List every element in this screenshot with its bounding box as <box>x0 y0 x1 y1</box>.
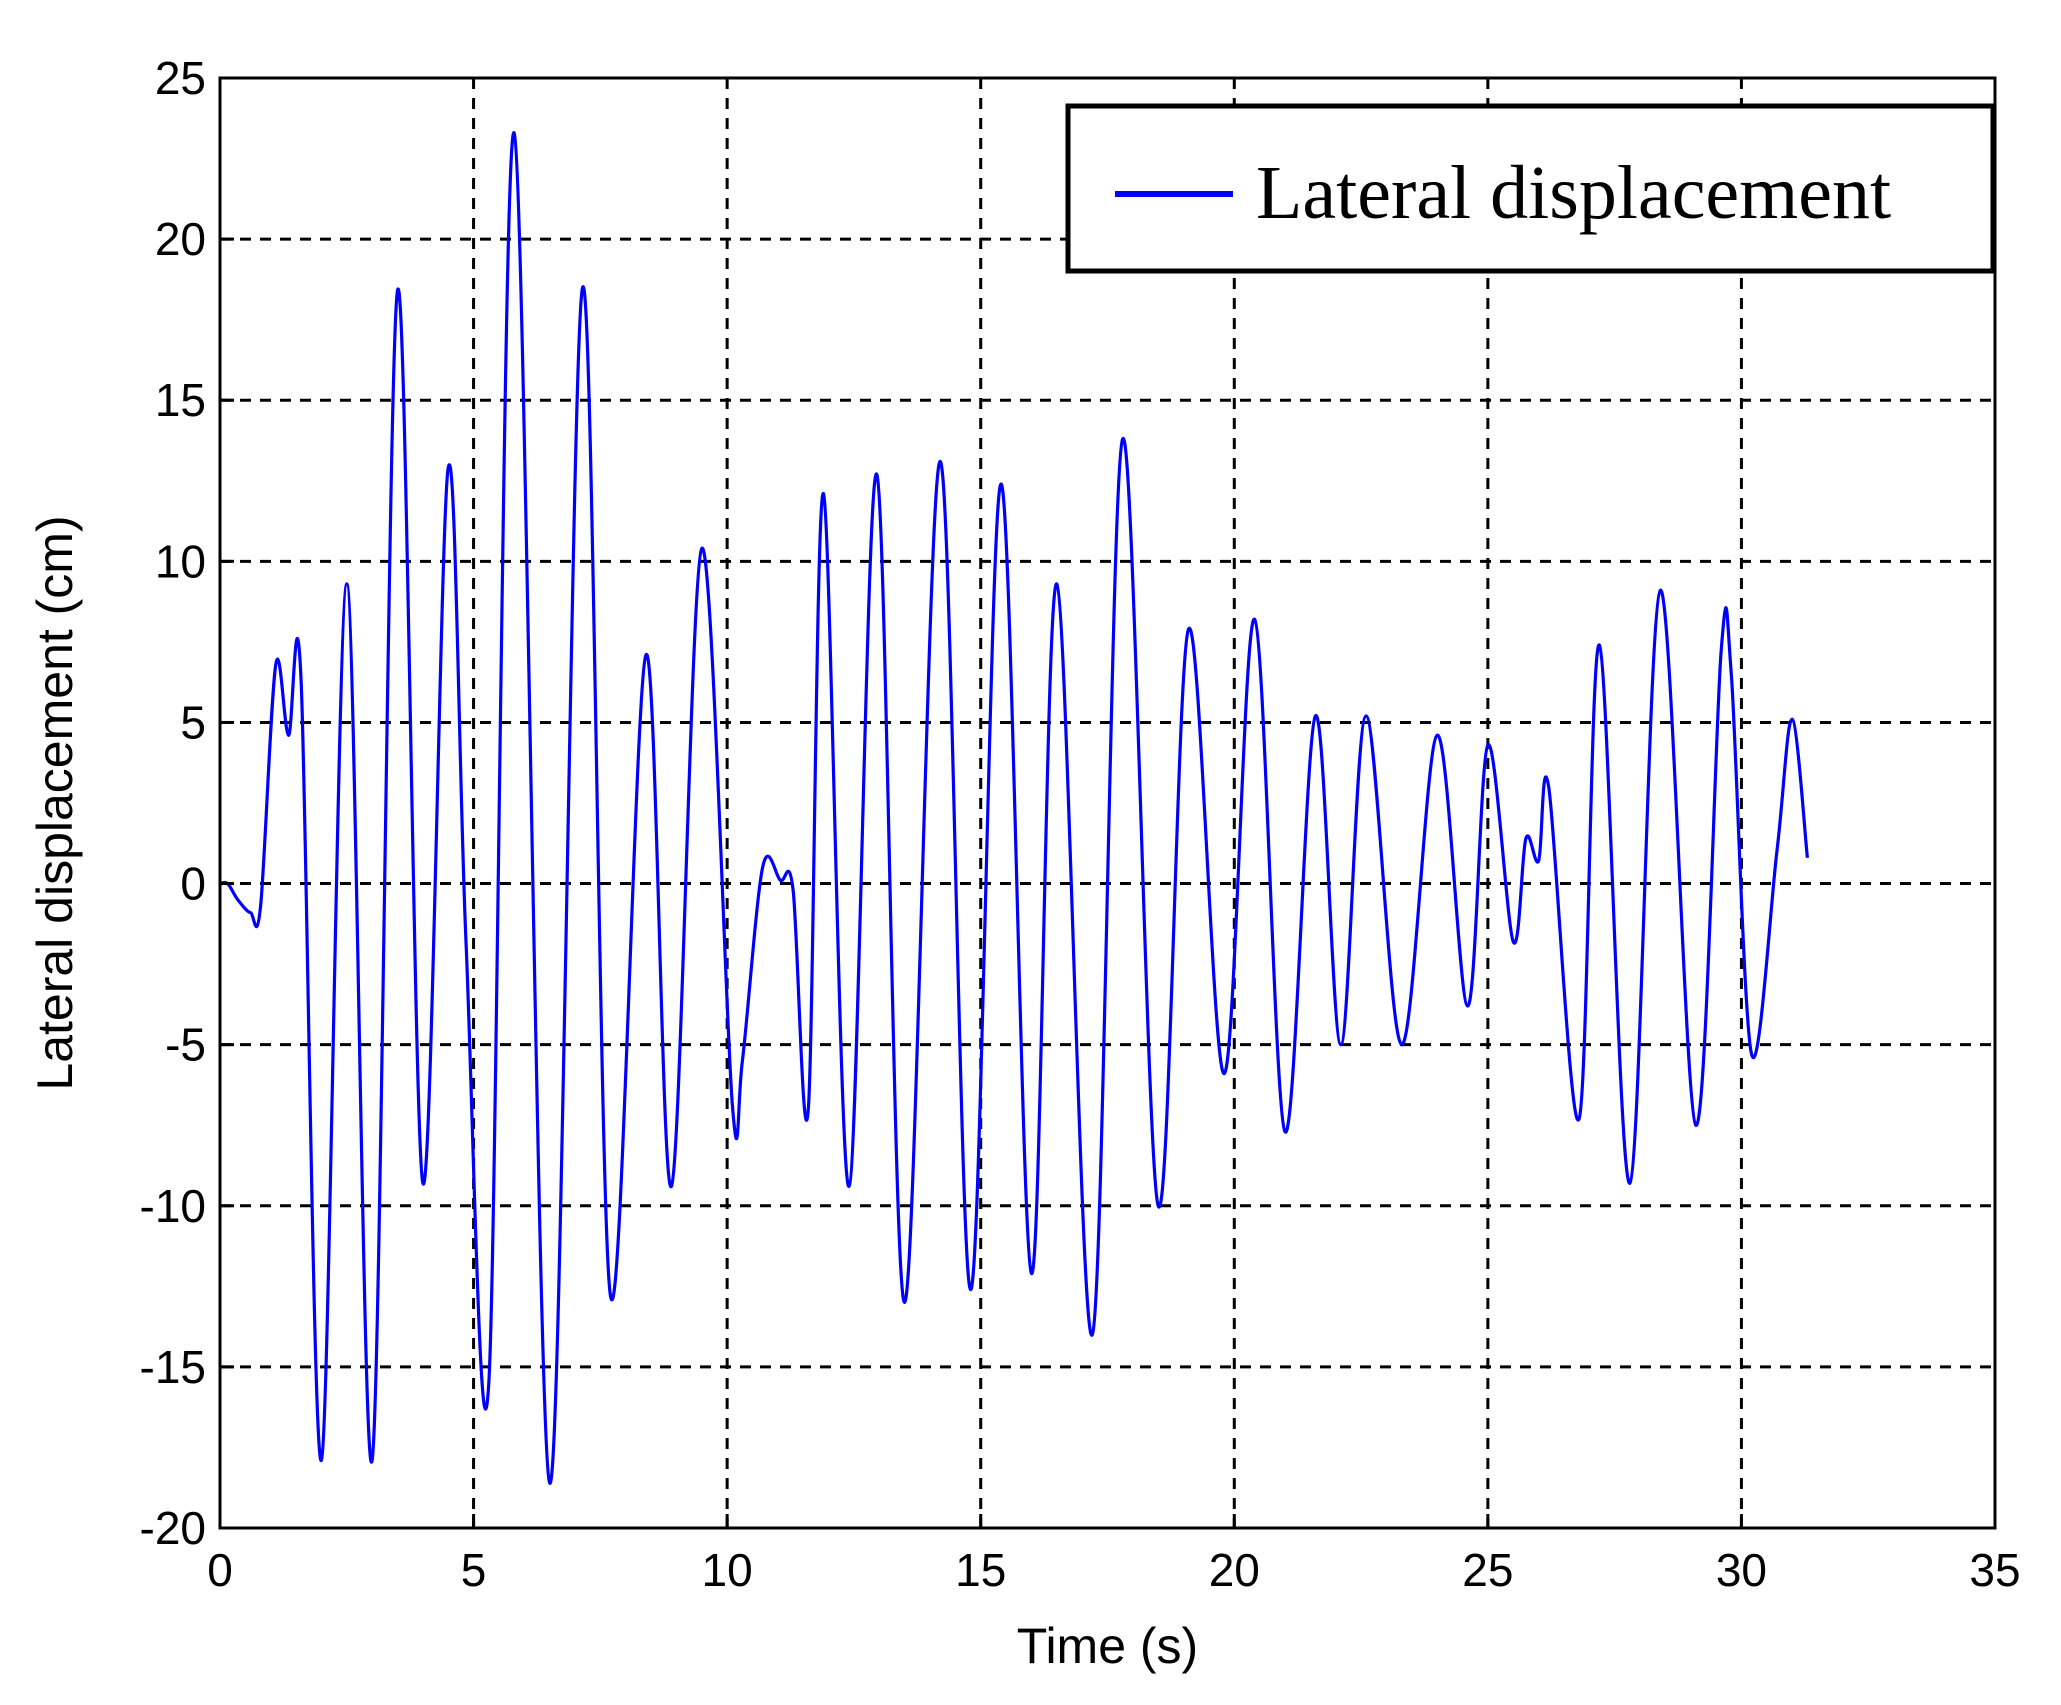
data-point-2 <box>237 899 239 901</box>
data-point-61 <box>1720 651 1722 653</box>
data-point-40 <box>1157 1205 1159 1207</box>
ticks: 0 5 10 15 20 25 30 35 -20 -15 -10 -5 0 5 10 15 20 25 <box>140 52 2021 1596</box>
data-point-60 <box>1695 1124 1697 1126</box>
x-tick-label-5: 5 <box>461 1544 487 1596</box>
y-tick-label-25: 25 <box>155 52 206 104</box>
data-point-14 <box>465 941 467 943</box>
series-line-lateral-displacement <box>219 131 1809 1485</box>
data-point-4 <box>260 905 262 907</box>
data-point-62 <box>1730 673 1732 675</box>
data-point-8 <box>321 1460 323 1462</box>
data-point-49 <box>1436 735 1438 737</box>
grid <box>220 78 1995 1528</box>
data-point-11 <box>397 290 399 292</box>
y-tick-label-20: 20 <box>155 213 206 265</box>
data-point-25 <box>762 867 764 869</box>
data-point-66 <box>1807 857 1809 859</box>
data-point-18 <box>582 287 584 289</box>
data-point-64 <box>1776 851 1778 853</box>
legend-box <box>1065 103 1996 274</box>
y-tick-label-10: 10 <box>155 535 206 587</box>
data-point-57 <box>1599 644 1601 646</box>
y-tick-label-5: 5 <box>180 696 206 748</box>
data-point-3 <box>250 912 252 914</box>
data-point-28 <box>807 1108 809 1110</box>
data-point-63 <box>1751 1054 1753 1056</box>
data-point-53 <box>1525 838 1527 840</box>
data-point-12 <box>422 1182 424 1184</box>
data-point-20 <box>645 654 647 656</box>
data-point-35 <box>1000 483 1002 485</box>
data-point-15 <box>488 1382 490 1384</box>
y-tick-label--10: -10 <box>140 1180 206 1232</box>
data-point-45 <box>1315 715 1317 717</box>
y-tick-label--5: -5 <box>165 1019 206 1071</box>
data-point-31 <box>876 474 878 476</box>
x-tick-label-35: 35 <box>1969 1544 2020 1596</box>
data-point-56 <box>1578 1118 1580 1120</box>
data-point-7 <box>300 680 302 682</box>
data-point-51 <box>1487 744 1489 746</box>
x-tick-label-10: 10 <box>702 1544 753 1596</box>
data-point-6 <box>288 735 290 737</box>
legend: Lateral displacement <box>1065 103 1996 274</box>
data-point-26 <box>780 880 782 882</box>
data-point-32 <box>904 1302 906 1304</box>
data-point-29 <box>823 493 825 495</box>
data-point-50 <box>1467 1005 1469 1007</box>
y-tick-label--15: -15 <box>140 1341 206 1393</box>
data-point-21 <box>671 1186 673 1188</box>
data-point-48 <box>1401 1044 1403 1046</box>
data-point-24 <box>742 1060 744 1062</box>
data-point-42 <box>1223 1073 1225 1075</box>
data-point-52 <box>1512 941 1514 943</box>
data-point-13 <box>447 467 449 469</box>
data-point-36 <box>1031 1273 1033 1275</box>
x-axis-label: Time (s) <box>1017 1618 1198 1674</box>
data-point-34 <box>970 1289 972 1291</box>
data-point-54 <box>1538 860 1540 862</box>
data-point-27 <box>792 889 794 891</box>
data-point-38 <box>1091 1334 1093 1336</box>
y-tick-label--20: -20 <box>140 1502 206 1554</box>
series-layer <box>219 131 1809 1485</box>
data-point-5 <box>275 664 277 666</box>
y-axis-label: Lateral displacement (cm) <box>27 515 83 1090</box>
x-tick-label-25: 25 <box>1462 1544 1513 1596</box>
data-point-33 <box>939 461 941 463</box>
data-point-9 <box>346 583 348 585</box>
data-point-43 <box>1254 619 1256 621</box>
data-point-23 <box>731 1102 733 1104</box>
data-point-41 <box>1188 628 1190 630</box>
data-point-47 <box>1365 715 1367 717</box>
data-point-37 <box>1056 583 1058 585</box>
x-tick-label-20: 20 <box>1209 1544 1260 1596</box>
data-point-22 <box>701 548 703 550</box>
data-point-39 <box>1122 438 1124 440</box>
y-tick-label-15: 15 <box>155 374 206 426</box>
data-point-10 <box>371 1460 373 1462</box>
data-point-16 <box>513 132 515 134</box>
y-tick-label-0: 0 <box>180 858 206 910</box>
plot-frame <box>218 76 1997 1530</box>
x-tick-label-15: 15 <box>955 1544 1006 1596</box>
data-point-59 <box>1659 590 1661 592</box>
data-point-19 <box>610 1295 612 1297</box>
data-point-44 <box>1284 1131 1286 1133</box>
legend-label-lateral-displacement: Lateral displacement <box>1256 151 1891 235</box>
data-point-46 <box>1340 1044 1342 1046</box>
data-point-65 <box>1791 718 1793 720</box>
x-tick-label-0: 0 <box>207 1544 233 1596</box>
data-point-58 <box>1629 1182 1631 1184</box>
data-point-30 <box>848 1186 850 1188</box>
data-point-17 <box>549 1482 551 1484</box>
data-point-55 <box>1548 786 1550 788</box>
x-tick-label-30: 30 <box>1716 1544 1767 1596</box>
